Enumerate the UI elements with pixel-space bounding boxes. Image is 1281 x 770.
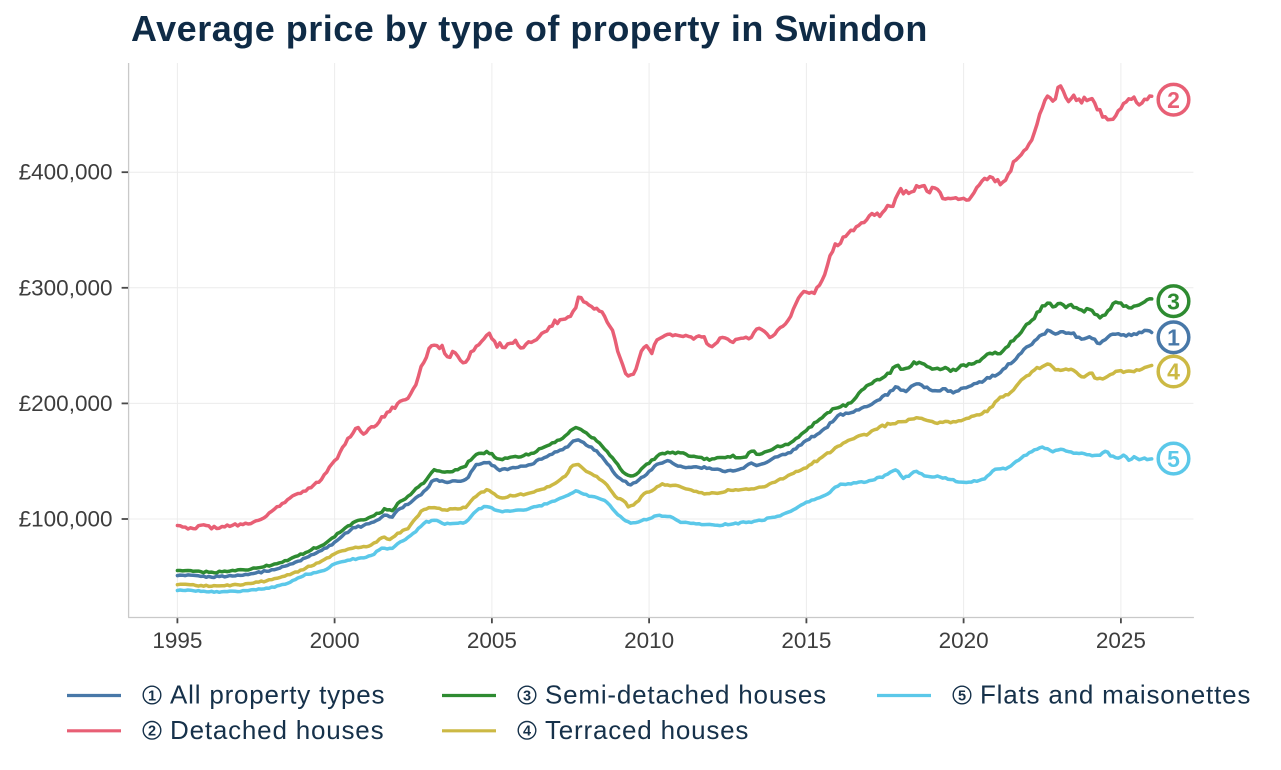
svg-text:Terraced houses: Terraced houses — [545, 715, 749, 745]
svg-text:3: 3 — [523, 688, 531, 704]
svg-text:2010: 2010 — [624, 628, 674, 653]
svg-text:£200,000: £200,000 — [19, 391, 113, 416]
svg-text:Semi-detached houses: Semi-detached houses — [545, 680, 827, 710]
svg-text:£100,000: £100,000 — [19, 507, 113, 532]
svg-text:1995: 1995 — [152, 628, 202, 653]
svg-text:3: 3 — [1167, 288, 1180, 314]
svg-text:£300,000: £300,000 — [19, 275, 113, 300]
svg-text:All property types: All property types — [170, 680, 385, 710]
svg-text:5: 5 — [1167, 446, 1180, 472]
svg-text:£400,000: £400,000 — [19, 160, 113, 185]
svg-text:2000: 2000 — [310, 628, 360, 653]
svg-text:1: 1 — [1167, 325, 1180, 351]
svg-text:2020: 2020 — [939, 628, 989, 653]
svg-text:Detached houses: Detached houses — [170, 715, 384, 745]
svg-text:4: 4 — [1167, 359, 1180, 385]
svg-text:4: 4 — [523, 724, 531, 740]
svg-text:2005: 2005 — [467, 628, 517, 653]
svg-text:2: 2 — [1167, 87, 1180, 113]
svg-text:5: 5 — [958, 688, 966, 704]
svg-text:2: 2 — [148, 724, 156, 740]
svg-text:1: 1 — [148, 688, 156, 704]
svg-text:Flats and maisonettes: Flats and maisonettes — [980, 680, 1251, 710]
svg-text:2015: 2015 — [781, 628, 831, 653]
svg-text:2025: 2025 — [1096, 628, 1146, 653]
